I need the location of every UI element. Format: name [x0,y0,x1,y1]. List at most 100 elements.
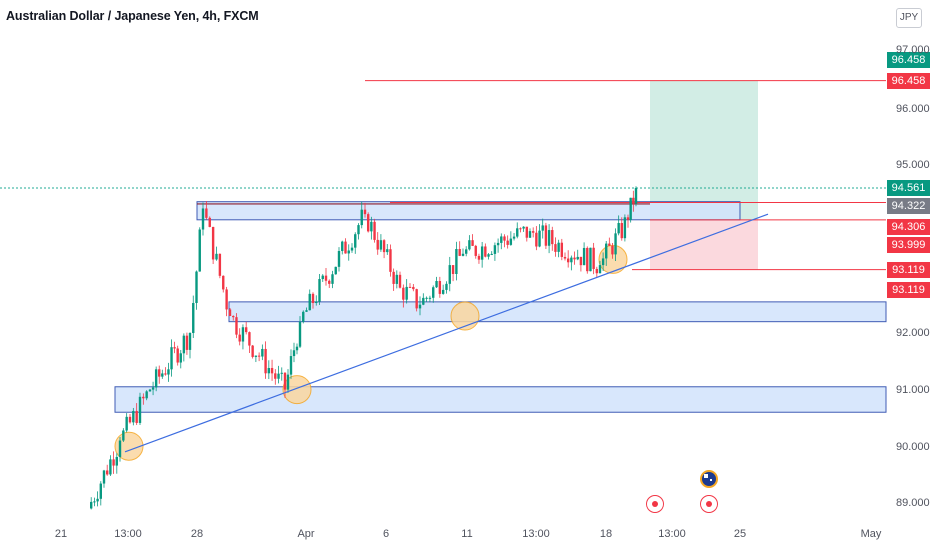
candle [448,265,451,284]
currency-button[interactable]: JPY [896,8,922,28]
x-tick-label: 11 [461,528,473,540]
economic-event-icon[interactable] [646,495,664,513]
australia-flag-icon[interactable] [700,470,718,488]
candle [341,241,344,252]
candle [334,266,337,275]
candle [626,217,630,220]
candle [264,348,267,374]
candle [566,258,570,263]
candle [311,293,315,303]
candle [560,242,564,257]
candle [531,231,535,233]
price-label: 94.306 [887,219,930,235]
candle [350,247,354,251]
candle [601,258,605,266]
economic-event-icon[interactable] [700,495,718,513]
candle [122,430,125,441]
candle [382,240,386,253]
candle [145,391,148,399]
trendline [124,213,769,453]
candle [102,470,106,484]
candle [248,332,251,346]
candle [509,238,513,245]
chart-title: Australian Dollar / Japanese Yen, 4h, FX… [6,9,259,23]
candle [389,249,392,272]
candle [608,243,611,246]
candle [208,217,211,227]
candle [112,459,115,466]
candle [277,373,280,379]
candle [96,498,99,502]
candle [395,274,399,284]
candle [188,333,192,350]
candle [302,311,305,322]
candle [398,274,402,288]
candle [261,348,264,357]
candle [402,287,405,300]
y-tick-label: 89.000 [896,497,930,509]
candle [154,369,158,388]
candle [582,247,586,266]
candle [629,197,632,220]
candle [267,367,271,374]
candle [161,373,164,377]
price-label: 96.458 [887,73,930,89]
candle [115,456,118,466]
price-label: 96.458 [887,52,930,68]
candle [106,470,109,475]
candle [573,257,576,260]
candle [392,271,395,284]
candle [148,389,152,392]
candle [438,281,442,294]
candle [360,209,363,226]
x-tick-label: 13:00 [114,528,142,540]
candle [512,236,516,239]
x-tick-label: 25 [733,528,747,540]
zone-rect [228,301,887,323]
candle [363,209,367,215]
price-label: 93.119 [887,262,930,278]
candle [620,223,623,239]
x-tick-label: 13:00 [658,528,686,540]
candle [328,280,331,284]
x-tick-label: Apr [297,528,315,540]
x-tick-label: 28 [190,528,204,540]
candle [292,350,296,357]
candle [425,297,428,299]
y-tick-label: 92.000 [896,327,930,339]
candle [474,245,477,256]
candle [366,214,370,232]
candle [185,335,189,350]
candle [408,286,412,288]
candle [516,228,519,237]
candle [125,416,128,431]
candle [451,265,455,274]
y-tick-label: 96.000 [896,103,930,115]
candle [274,373,277,379]
candle [551,230,554,245]
candle [128,416,132,423]
candle [289,356,293,375]
x-tick-label: May [860,528,882,540]
candle [496,242,500,246]
candle [286,374,290,390]
candle [176,348,179,363]
candle [373,221,376,240]
candle [598,265,602,274]
candle [344,241,347,254]
candle [415,289,418,309]
x-tick-label: 18 [599,528,613,540]
candle [592,247,595,269]
candle [251,345,254,357]
candle [135,410,138,423]
candle [244,327,248,333]
candle [118,440,122,457]
candle [586,247,589,272]
candle [324,275,328,281]
candle [357,225,360,235]
candle [192,302,195,333]
candle [379,240,383,250]
candle [595,268,599,274]
candle [305,310,308,312]
